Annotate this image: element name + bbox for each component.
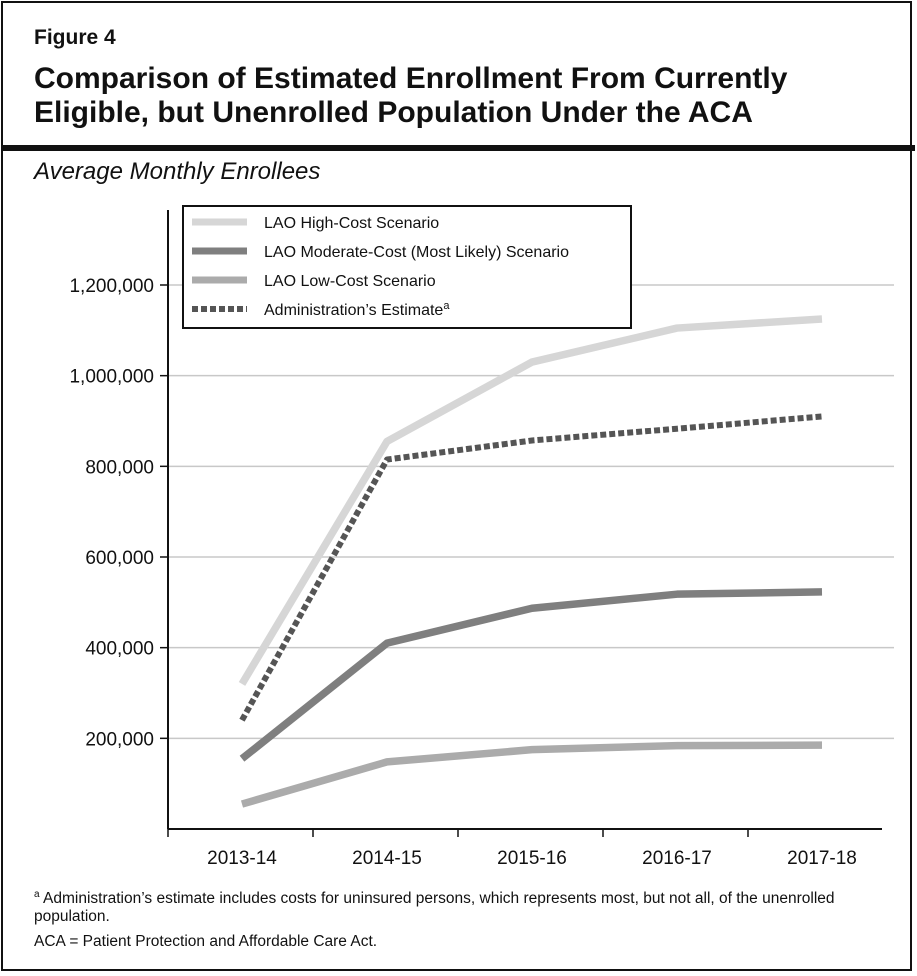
y-tick-label: 1,000,000 bbox=[69, 367, 154, 388]
footnote-a-text: Administration’s estimate includes costs… bbox=[34, 890, 835, 926]
y-tick-label: 1,200,000 bbox=[69, 276, 154, 297]
footnote-acronym: ACA = Patient Protection and Affordable … bbox=[34, 933, 378, 950]
x-tick-label: 2014-15 bbox=[352, 848, 422, 869]
footnote-a-marker: a bbox=[34, 889, 40, 900]
y-tick-label: 400,000 bbox=[85, 639, 154, 660]
series-line-0 bbox=[238, 315, 823, 686]
legend-label-3: Administration’s Estimatea bbox=[264, 300, 450, 319]
series-line-1 bbox=[239, 588, 823, 762]
chart-subtitle: Average Monthly Enrollees bbox=[34, 158, 321, 185]
legend-label-1: LAO Moderate-Cost (Most Likely) Scenario bbox=[264, 244, 569, 261]
y-tick-label: 200,000 bbox=[85, 729, 154, 750]
y-tick-label: 600,000 bbox=[85, 548, 154, 569]
x-tick-label: 2013-14 bbox=[207, 848, 277, 869]
footnote-a: a Administration’s estimate includes cos… bbox=[34, 886, 904, 926]
legend-box bbox=[182, 205, 632, 329]
series-line-3 bbox=[239, 413, 823, 722]
y-tick-label: 800,000 bbox=[85, 457, 154, 478]
title-divider bbox=[2, 145, 915, 151]
figure-label: Figure 4 bbox=[34, 26, 116, 49]
x-tick-label: 2017-18 bbox=[787, 848, 857, 869]
x-tick-label: 2016-17 bbox=[642, 848, 712, 869]
series-line-2 bbox=[240, 741, 823, 808]
x-tick-label: 2015-16 bbox=[497, 848, 567, 869]
chart-title: Comparison of Estimated Enrollment From … bbox=[34, 62, 788, 129]
legend-label-0: LAO High-Cost Scenario bbox=[264, 215, 439, 232]
legend-label-2: LAO Low-Cost Scenario bbox=[264, 273, 436, 290]
